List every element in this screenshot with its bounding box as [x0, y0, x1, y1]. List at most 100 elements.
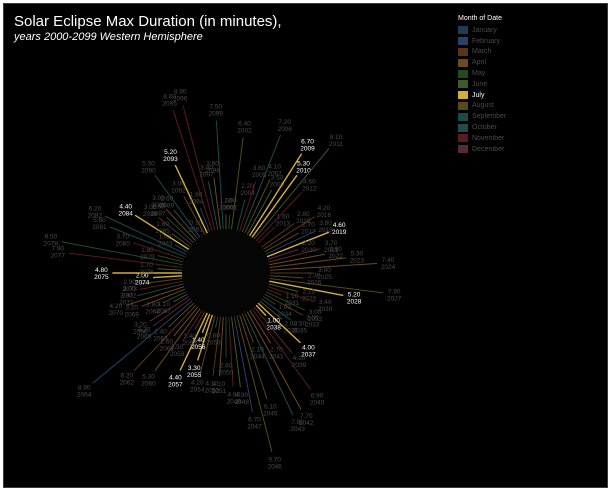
spoke-2080[interactable] [132, 242, 185, 260]
spoke-2023[interactable] [269, 257, 346, 268]
spoke-2060[interactable] [154, 308, 201, 372]
spoke-2072[interactable] [139, 280, 183, 290]
legend-item-july[interactable]: July [458, 90, 558, 101]
spoke-2005[interactable] [239, 181, 257, 232]
spoke-2064[interactable] [92, 300, 193, 384]
legend-item-february[interactable]: February [458, 36, 558, 47]
spoke-2046[interactable] [236, 315, 273, 452]
spoke-2015[interactable] [261, 222, 295, 248]
spoke-2001[interactable] [228, 214, 231, 230]
spoke-2036[interactable] [259, 300, 283, 320]
spoke-2096[interactable] [182, 105, 216, 231]
spoke-2093[interactable] [174, 164, 208, 234]
spoke-2057[interactable] [179, 312, 208, 371]
spoke-2041[interactable] [249, 309, 272, 344]
spoke-2034[interactable] [262, 296, 276, 305]
spoke-2026[interactable] [269, 275, 304, 279]
spoke-2069[interactable] [141, 288, 186, 307]
spoke-2008[interactable] [246, 189, 273, 235]
spoke-2074[interactable] [153, 275, 183, 279]
spoke-2054[interactable] [199, 315, 216, 375]
spoke-2042[interactable] [246, 311, 302, 410]
spoke-2055[interactable] [196, 314, 214, 361]
spoke-2012[interactable] [255, 191, 303, 242]
spoke-2037[interactable] [257, 302, 301, 344]
spoke-2045[interactable] [239, 314, 268, 400]
spoke-2084[interactable] [134, 214, 190, 250]
spoke-2094[interactable] [199, 207, 211, 233]
spoke-2067[interactable] [173, 293, 188, 303]
spoke-2066[interactable] [149, 296, 190, 322]
spoke-2058[interactable] [194, 311, 206, 330]
spoke-2006[interactable] [241, 134, 282, 233]
spoke-2092[interactable] [183, 196, 206, 235]
spoke-2022[interactable] [269, 253, 325, 266]
spoke-2031[interactable] [266, 288, 282, 296]
spoke-2029[interactable] [268, 283, 299, 292]
spoke-2007[interactable] [244, 179, 271, 234]
legend-item-april[interactable]: April [458, 57, 558, 68]
spoke-2052[interactable] [212, 316, 221, 376]
spoke-2027[interactable] [269, 278, 384, 294]
spoke-2088[interactable] [165, 208, 197, 242]
spoke-2017[interactable] [264, 232, 300, 253]
spoke-2024[interactable] [269, 263, 378, 271]
spoke-2099[interactable] [215, 120, 224, 230]
month-legend[interactable]: Month of Date January February March April M… [458, 15, 558, 155]
spoke-2021[interactable] [268, 248, 321, 263]
spoke-2032[interactable] [265, 291, 306, 311]
spoke-2059[interactable] [182, 309, 203, 342]
legend-item-june[interactable]: June [458, 79, 558, 90]
legend-item-january[interactable]: January [458, 25, 558, 36]
spoke-2091[interactable] [201, 234, 203, 237]
spoke-2070[interactable] [126, 286, 185, 306]
spoke-2086[interactable] [158, 216, 193, 246]
spoke-2035[interactable] [261, 298, 292, 321]
spoke-2013[interactable] [257, 226, 276, 244]
spoke-2089[interactable] [173, 209, 199, 240]
spoke-2038[interactable] [255, 304, 267, 317]
spoke-2062[interactable] [133, 304, 197, 371]
spoke-2076[interactable] [157, 268, 183, 271]
spoke-2011[interactable] [253, 148, 330, 240]
spoke-2071[interactable] [136, 283, 184, 297]
spoke-2044[interactable] [241, 313, 254, 343]
spoke-2063[interactable] [168, 302, 195, 328]
spoke-2097[interactable] [208, 181, 219, 230]
spoke-2090[interactable] [154, 174, 201, 238]
spoke-2061[interactable] [173, 306, 199, 337]
legend-item-november[interactable]: November [458, 133, 558, 144]
spoke-2002[interactable] [231, 137, 244, 230]
spoke-2020[interactable] [267, 249, 299, 260]
spoke-2018[interactable] [265, 230, 316, 255]
spoke-2073[interactable] [140, 278, 183, 285]
spoke-2087[interactable] [166, 216, 195, 244]
spoke-2083[interactable] [174, 244, 188, 253]
spoke-2077[interactable] [68, 252, 183, 268]
spoke-2053[interactable] [215, 316, 219, 328]
legend-item-october[interactable]: October [458, 122, 558, 133]
spoke-2019[interactable] [266, 231, 330, 258]
spoke-2049[interactable] [228, 316, 234, 387]
spoke-2030[interactable] [267, 286, 315, 303]
legend-item-december[interactable]: December [458, 144, 558, 155]
spoke-2010[interactable] [251, 174, 298, 238]
spoke-2095[interactable] [172, 109, 213, 232]
spoke-2068[interactable] [162, 291, 187, 304]
spoke-2065[interactable] [152, 298, 191, 327]
legend-item-august[interactable]: August [458, 101, 558, 112]
spoke-2082[interactable] [104, 215, 187, 255]
spoke-2047[interactable] [233, 316, 253, 412]
spoke-2098[interactable] [213, 177, 221, 230]
spoke-2033[interactable] [264, 293, 303, 316]
spoke-2043[interactable] [244, 312, 294, 416]
spoke-2028[interactable] [269, 280, 344, 297]
spoke-2004[interactable] [236, 199, 246, 231]
spoke-2078[interactable] [61, 241, 183, 266]
spoke-2051[interactable] [219, 316, 224, 377]
spoke-2079[interactable] [157, 255, 184, 263]
spoke-2081[interactable] [109, 226, 186, 258]
spoke-2040[interactable] [251, 308, 312, 390]
spoke-2056[interactable] [201, 313, 211, 334]
legend-item-march[interactable]: March [458, 47, 558, 58]
